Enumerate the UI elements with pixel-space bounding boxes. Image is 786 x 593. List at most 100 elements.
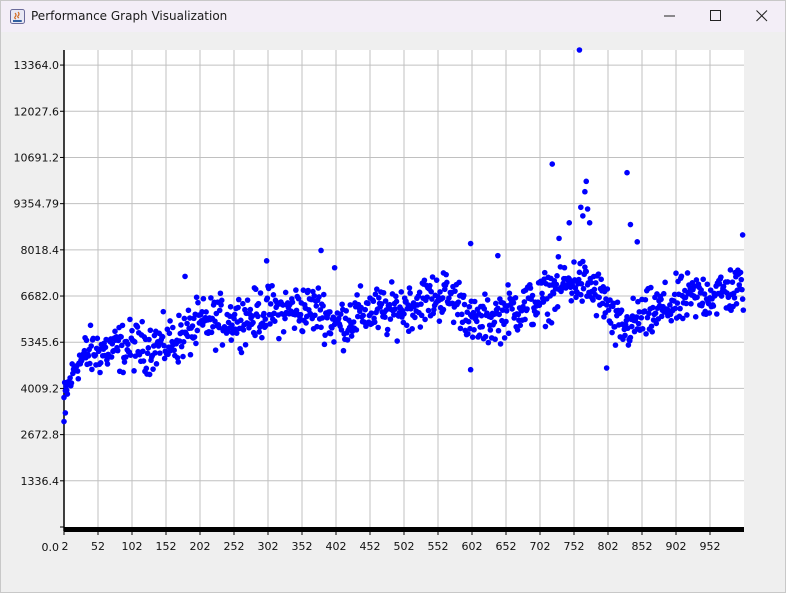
data-point <box>653 320 660 327</box>
data-point <box>362 306 369 313</box>
data-point <box>322 332 328 338</box>
data-point <box>471 298 478 305</box>
data-point <box>678 273 685 280</box>
data-point <box>481 305 488 312</box>
data-point <box>485 339 492 346</box>
data-point <box>257 290 264 296</box>
data-point <box>652 310 659 316</box>
data-point <box>318 324 324 331</box>
data-point <box>181 315 188 322</box>
data-point <box>482 291 488 297</box>
data-point <box>436 318 443 324</box>
y-tick-label: 2672.8 <box>21 429 60 442</box>
data-point <box>240 300 246 307</box>
data-point <box>680 315 686 322</box>
data-point <box>270 292 277 298</box>
data-point <box>118 334 124 340</box>
data-point <box>320 291 327 298</box>
data-point <box>439 295 446 301</box>
data-point <box>62 410 69 416</box>
data-point <box>85 353 92 359</box>
maximize-icon <box>710 10 721 21</box>
data-point <box>216 307 223 314</box>
data-point <box>199 309 205 315</box>
data-point <box>509 306 515 312</box>
data-point <box>97 359 104 366</box>
data-point <box>517 322 524 329</box>
data-point <box>724 279 731 285</box>
data-point <box>700 276 706 283</box>
data-point <box>398 289 405 295</box>
data-point <box>501 335 508 341</box>
data-point <box>515 311 522 318</box>
data-point <box>208 295 214 301</box>
data-point <box>229 322 235 329</box>
data-point <box>318 247 324 254</box>
data-point <box>627 221 634 228</box>
data-point <box>384 331 390 338</box>
data-point <box>254 313 261 320</box>
data-point <box>344 337 351 343</box>
data-point <box>144 350 151 357</box>
close-button[interactable] <box>739 1 785 32</box>
data-point <box>688 300 694 307</box>
data-point <box>109 340 116 347</box>
data-point <box>555 253 562 260</box>
data-point <box>465 330 471 337</box>
data-point <box>119 342 125 349</box>
data-point <box>151 332 158 339</box>
data-point <box>240 327 247 333</box>
maximize-button[interactable] <box>693 1 739 32</box>
data-point <box>331 339 337 345</box>
data-point <box>554 273 560 279</box>
data-point <box>437 289 443 295</box>
data-point <box>684 312 690 318</box>
minimize-button[interactable] <box>647 1 693 32</box>
data-point <box>650 304 656 311</box>
data-point <box>429 274 436 280</box>
title-bar[interactable]: Performance Graph Visualization <box>1 1 785 32</box>
data-point <box>123 354 129 360</box>
data-point <box>503 308 510 314</box>
data-point <box>667 302 673 308</box>
x-tick-label: 452 <box>360 540 381 553</box>
data-point <box>195 299 201 306</box>
x-tick-label: 652 <box>496 540 517 553</box>
data-point <box>244 297 251 303</box>
data-point <box>280 329 287 335</box>
data-point <box>129 327 135 334</box>
data-point <box>510 299 517 306</box>
data-point <box>550 290 557 297</box>
data-point <box>630 295 636 302</box>
x-tick-label: 552 <box>428 540 449 553</box>
data-point <box>347 302 354 308</box>
data-point <box>299 328 306 335</box>
data-point <box>444 279 450 286</box>
data-point <box>456 279 462 286</box>
data-point <box>593 312 600 319</box>
data-point <box>658 296 664 303</box>
data-point <box>566 220 573 226</box>
data-point <box>530 321 536 328</box>
data-point <box>636 309 643 315</box>
data-point <box>492 336 498 343</box>
data-point <box>87 360 93 367</box>
data-point <box>718 293 725 299</box>
data-point <box>89 366 95 373</box>
data-point <box>672 305 679 312</box>
data-point <box>588 279 594 286</box>
data-point <box>303 320 309 326</box>
x-tick-label: 202 <box>190 540 211 553</box>
data-point <box>596 294 602 301</box>
data-point <box>739 232 746 238</box>
data-point <box>624 169 630 176</box>
data-point <box>166 330 173 337</box>
data-point <box>592 280 599 286</box>
data-point <box>612 342 619 348</box>
data-point <box>418 301 424 307</box>
data-point <box>575 276 582 283</box>
data-point <box>739 286 745 293</box>
data-point <box>604 286 611 292</box>
data-point <box>218 302 224 308</box>
data-point <box>542 323 549 330</box>
